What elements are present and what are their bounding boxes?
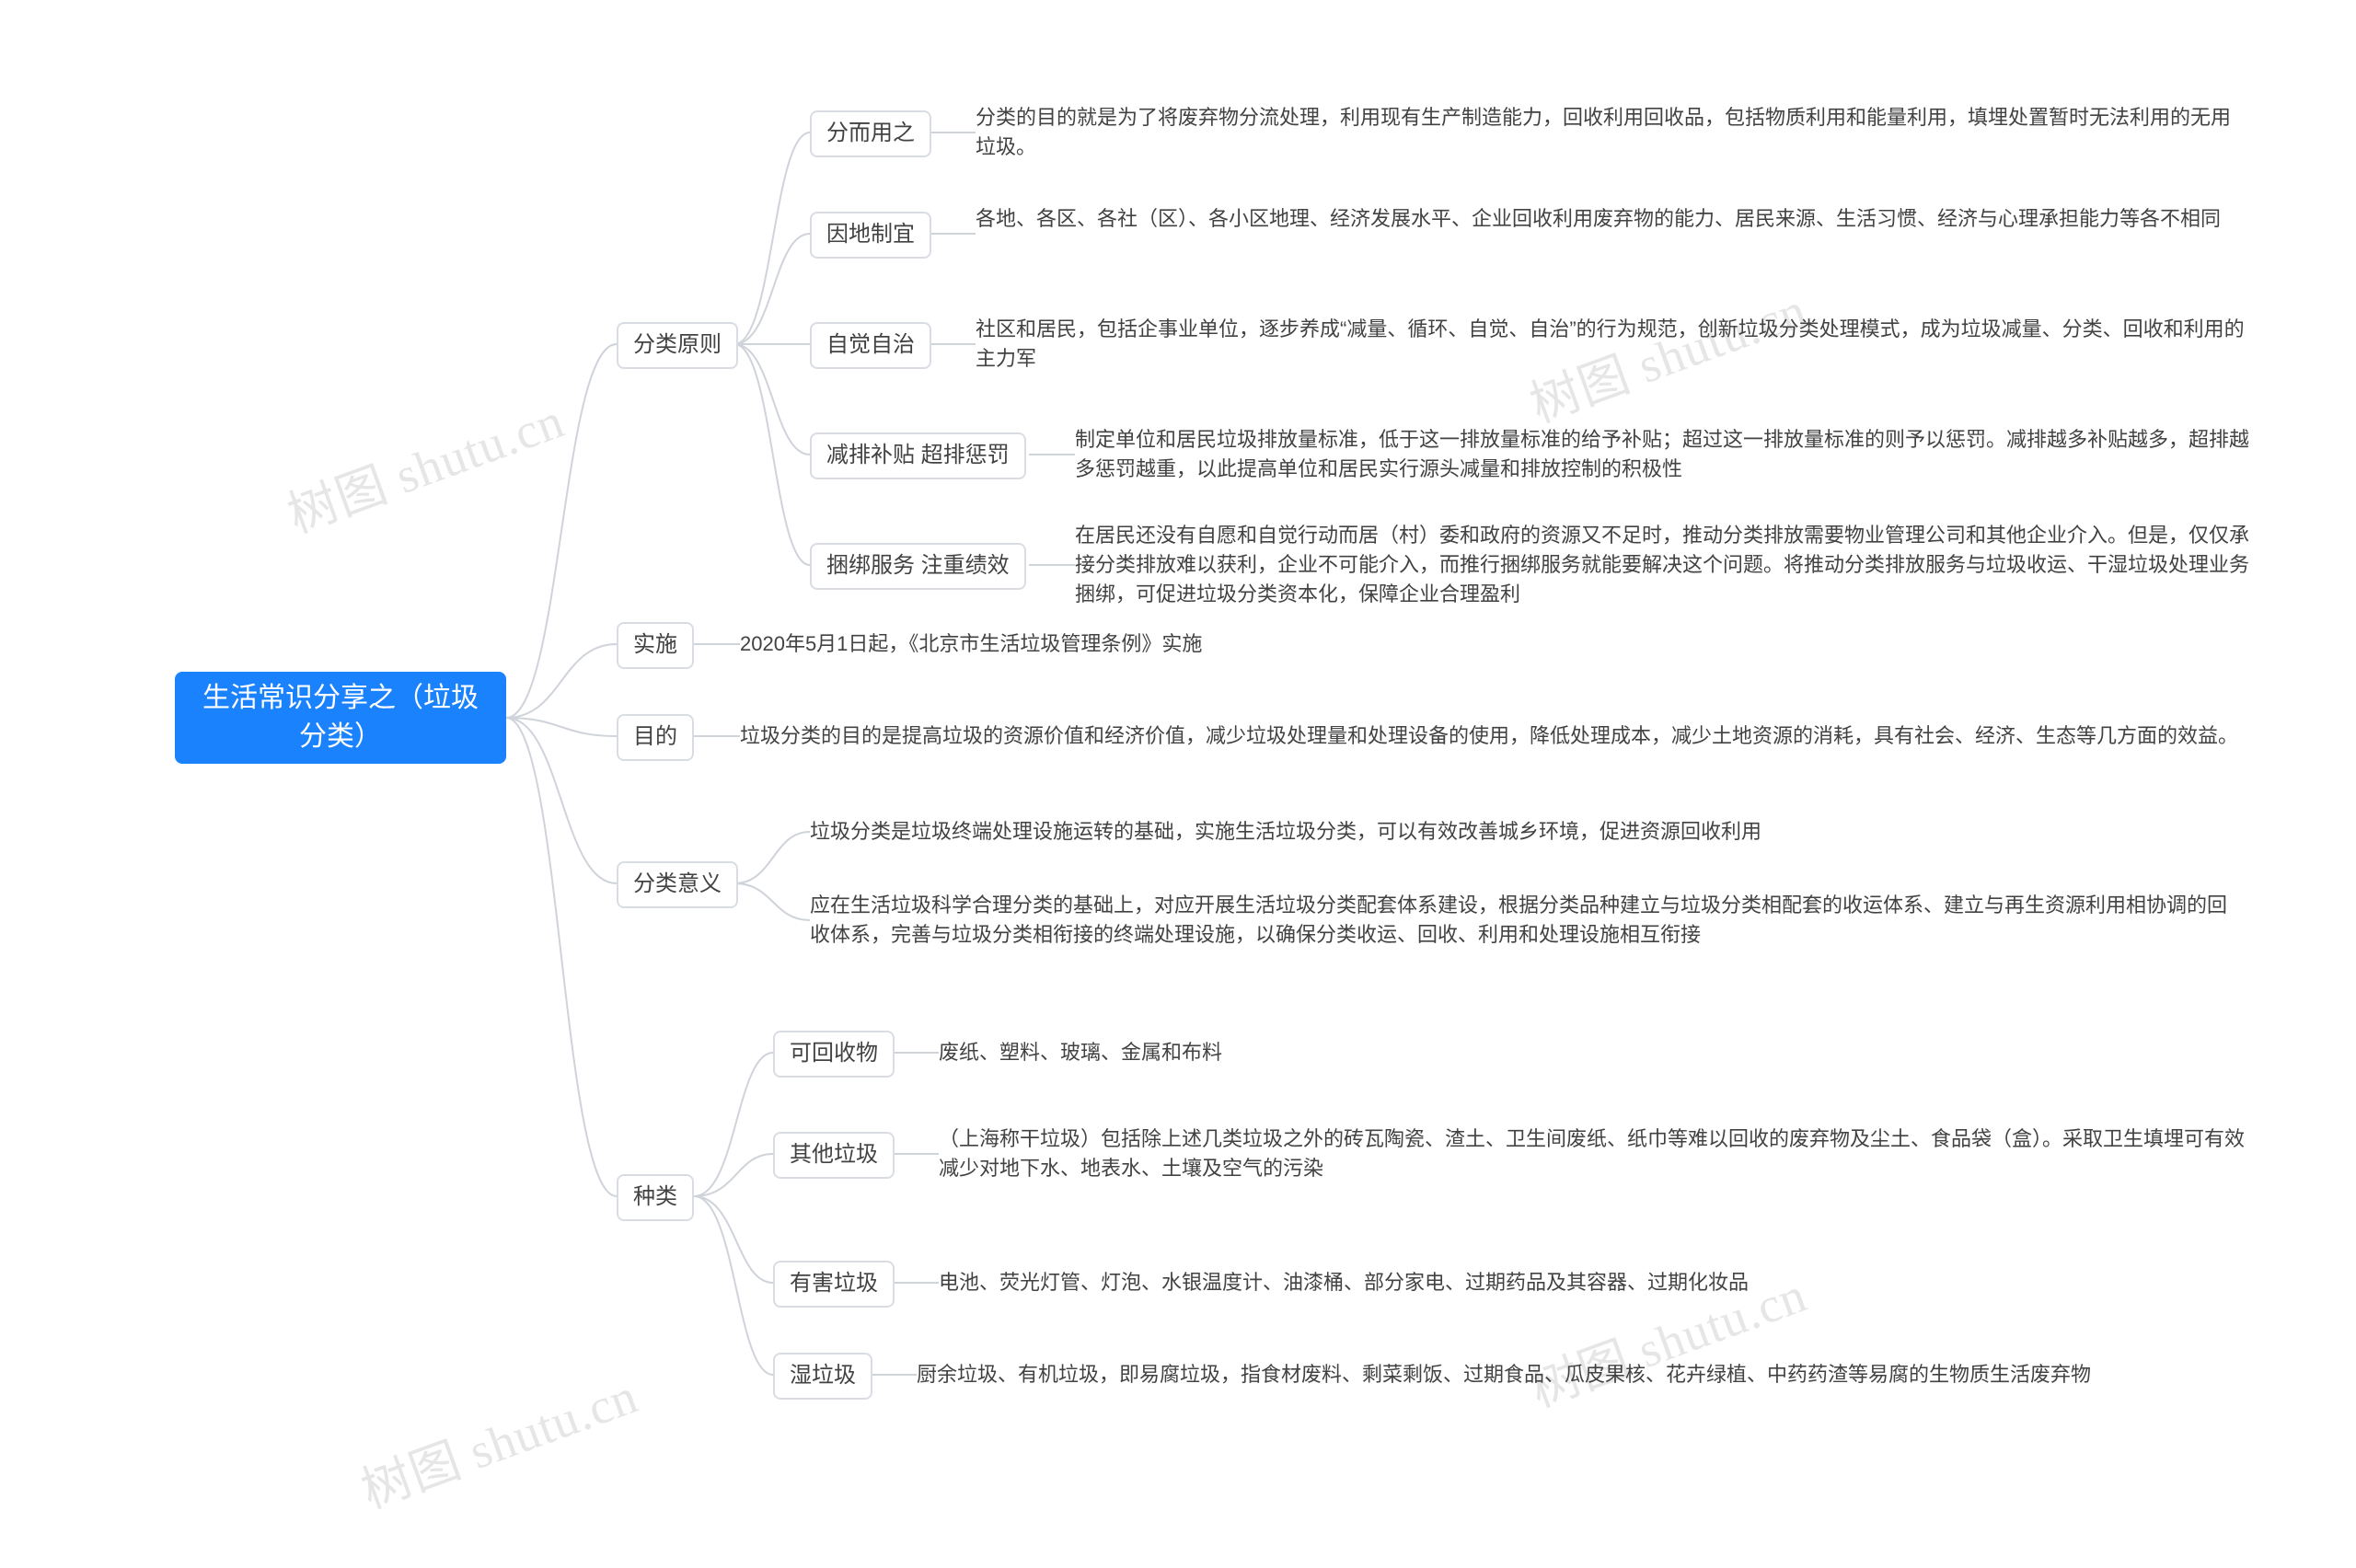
leaf-types-t3: 电池、荧光灯管、灯泡、水银温度计、油漆桶、部分家电、过期药品及其容器、过期化妆品	[939, 1268, 2246, 1297]
watermark: 树图 shutu.cn	[350, 1355, 646, 1523]
leaf-principles-p2: 各地、各区、各社（区）、各小区地理、经济发展水平、企业回收利用废弃物的能力、居民…	[976, 204, 2246, 234]
leaf-types-t4: 厨余垃圾、有机垃圾，即易腐垃圾，指食材废料、剩菜剩饭、过期食品、瓜皮果核、花卉绿…	[917, 1360, 2242, 1389]
branch-principles[interactable]: 分类原则	[617, 322, 738, 369]
branch-principles-p4[interactable]: 减排补贴 超排惩罚	[810, 432, 1026, 479]
root-node[interactable]: 生活常识分享之（垃圾分类）	[175, 672, 506, 764]
branch-types[interactable]: 种类	[617, 1174, 694, 1221]
branch-principles-p3[interactable]: 自觉自治	[810, 322, 931, 369]
leaf-principles-p5: 在居民还没有自愿和自觉行动而居（村）委和政府的资源又不足时，推动分类排放需要物业…	[1075, 521, 2253, 609]
connectors-svg	[0, 0, 2356, 1568]
leaf-principles-p3: 社区和居民，包括企事业单位，逐步养成“减量、循环、自觉、自治”的行为规范，创新垃…	[976, 315, 2246, 374]
branch-types-t4[interactable]: 湿垃圾	[773, 1353, 872, 1400]
leaf-purpose: 垃圾分类的目的是提高垃圾的资源价值和经济价值，减少垃圾处理量和处理设备的使用，降…	[740, 721, 2258, 751]
branch-types-t1[interactable]: 可回收物	[773, 1031, 895, 1078]
watermark: 树图 shutu.cn	[276, 380, 572, 548]
branch-principles-p5[interactable]: 捆绑服务 注重绩效	[810, 543, 1026, 590]
leaf-significance-2: 应在生活垃圾科学合理分类的基础上，对应开展生活垃圾分类配套体系建设，根据分类品种…	[810, 891, 2246, 950]
leaf-implementation: 2020年5月1日起，《北京市生活垃圾管理条例》实施	[740, 629, 2212, 659]
branch-purpose[interactable]: 目的	[617, 714, 694, 761]
branch-types-t2[interactable]: 其他垃圾	[773, 1132, 895, 1179]
leaf-types-t2: （上海称干垃圾）包括除上述几类垃圾之外的砖瓦陶瓷、渣土、卫生间废纸、纸巾等难以回…	[939, 1124, 2246, 1183]
mindmap-canvas: 树图 shutu.cn 树图 shutu.cn 树图 shutu.cn 树图 s…	[0, 0, 2356, 1568]
branch-types-t3[interactable]: 有害垃圾	[773, 1261, 895, 1308]
leaf-principles-p4: 制定单位和居民垃圾排放量标准，低于这一排放量标准的给予补贴；超过这一排放量标准的…	[1075, 425, 2253, 484]
branch-principles-p1[interactable]: 分而用之	[810, 110, 931, 157]
branch-implementation[interactable]: 实施	[617, 622, 694, 669]
leaf-significance-1: 垃圾分类是垃圾终端处理设施运转的基础，实施生活垃圾分类，可以有效改善城乡环境，促…	[810, 817, 2246, 847]
branch-principles-p2[interactable]: 因地制宜	[810, 212, 931, 259]
branch-significance[interactable]: 分类意义	[617, 861, 738, 908]
leaf-principles-p1: 分类的目的就是为了将废弃物分流处理，利用现有生产制造能力，回收利用回收品，包括物…	[976, 103, 2246, 162]
leaf-types-t1: 废纸、塑料、玻璃、金属和布料	[939, 1038, 2246, 1067]
